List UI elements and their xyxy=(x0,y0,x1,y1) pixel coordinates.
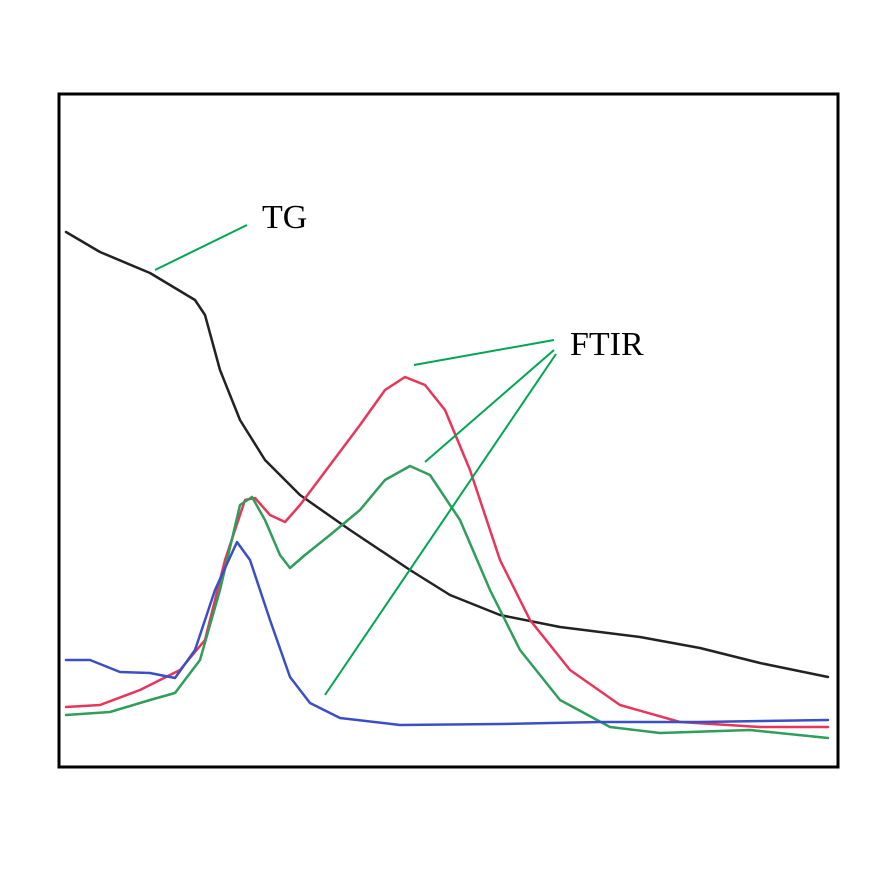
frame xyxy=(57,92,840,769)
ftir-leader xyxy=(424,349,555,463)
ftir-label: FTIR xyxy=(570,326,644,363)
tg-leader xyxy=(154,224,248,271)
ftir-blue-curve xyxy=(64,540,830,727)
tg-curve xyxy=(64,230,830,679)
ftir-green-curve xyxy=(64,464,830,740)
ftir-leader xyxy=(324,353,557,696)
ftir-leader xyxy=(413,339,555,366)
tg-label: TG xyxy=(262,199,307,236)
